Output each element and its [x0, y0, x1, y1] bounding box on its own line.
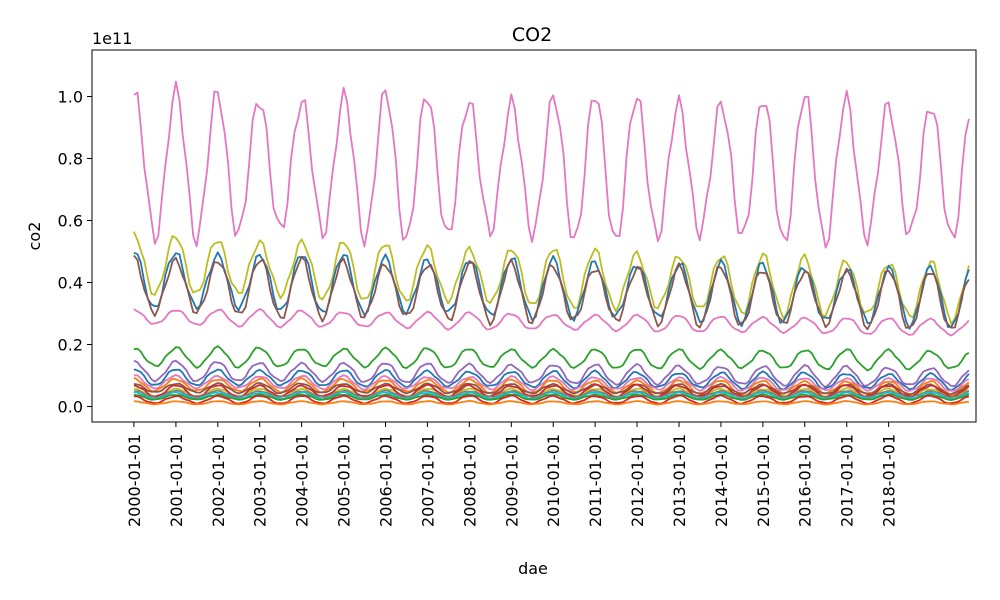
x-tick-label: 2000-01-01 [125, 434, 144, 527]
x-tick-label: 2018-01-01 [880, 434, 899, 527]
x-axis-title: dae [518, 559, 548, 578]
chart-title: CO2 [512, 24, 552, 46]
x-tick-label: 2001-01-01 [167, 434, 186, 527]
x-axis: 2000-01-01 2001-01-01 2002-01-01 2003-01-01… [125, 422, 899, 527]
x-tick-label: 2006-01-01 [377, 434, 396, 527]
y-axis: 0.0 0.2 0.4 0.6 0.8 1.0 [58, 88, 92, 417]
x-tick-label: 2015-01-01 [754, 434, 773, 527]
series-line [133, 345, 970, 372]
series-line [133, 394, 970, 405]
x-tick-label: 2011-01-01 [586, 434, 605, 527]
y-offset-label: 1e11 [92, 29, 132, 48]
x-tick-label: 2016-01-01 [796, 434, 815, 527]
series-line [133, 393, 970, 401]
x-tick-label: 2005-01-01 [335, 434, 354, 527]
y-tick-label: 0.0 [58, 398, 83, 417]
series-line [133, 376, 970, 396]
y-tick-label: 0.2 [58, 336, 83, 355]
series-line [133, 251, 970, 330]
series-line [133, 308, 970, 337]
series-line [133, 374, 970, 392]
x-tick-label: 2009-01-01 [502, 434, 521, 527]
x-tick-label: 2012-01-01 [628, 434, 647, 527]
x-tick-label: 2010-01-01 [544, 434, 563, 527]
y-axis-title: co2 [25, 222, 44, 251]
series-line [133, 80, 970, 249]
x-tick-label: 2002-01-01 [209, 434, 228, 527]
x-tick-label: 2004-01-01 [293, 434, 312, 527]
series-layer [133, 80, 970, 406]
series-line [133, 381, 970, 396]
series-line [133, 400, 970, 406]
x-tick-label: 2014-01-01 [712, 434, 731, 527]
y-tick-label: 0.4 [58, 274, 83, 293]
series-line [133, 383, 970, 399]
x-tick-label: 2017-01-01 [838, 434, 857, 527]
y-tick-label: 1.0 [58, 88, 83, 107]
x-tick-label: 2008-01-01 [460, 434, 479, 527]
series-line [133, 359, 970, 388]
x-tick-label: 2013-01-01 [670, 434, 689, 527]
series-line [133, 389, 970, 399]
series-line [133, 254, 970, 331]
x-tick-label: 2007-01-01 [418, 434, 437, 527]
x-tick-label: 2003-01-01 [251, 434, 270, 527]
series-line [133, 231, 970, 325]
series-line [133, 368, 970, 392]
y-tick-label: 0.8 [58, 150, 83, 169]
y-tick-label: 0.6 [58, 212, 83, 231]
plot-frame [91, 49, 977, 423]
